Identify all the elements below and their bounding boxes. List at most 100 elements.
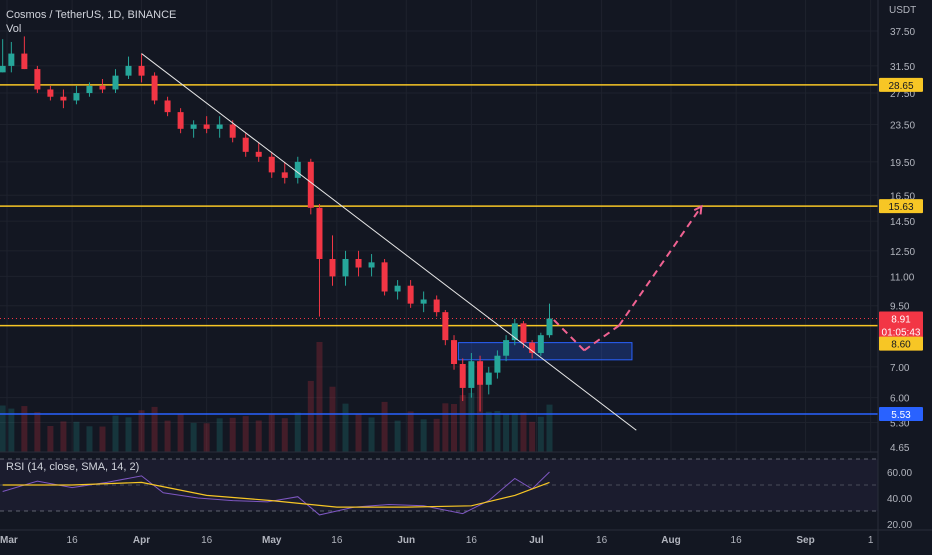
time-tick-label: Aug xyxy=(661,535,680,546)
candle-body xyxy=(268,156,275,173)
volume-bar xyxy=(138,410,145,452)
candle-body xyxy=(546,318,553,336)
candle-body xyxy=(125,65,132,76)
candle-body xyxy=(394,285,401,292)
volume-bar xyxy=(164,420,171,452)
projection-arrowhead xyxy=(693,204,703,215)
level-label-resistance-high: 28.65 xyxy=(888,81,913,92)
time-tick-label: Sep xyxy=(796,535,814,546)
time-tick-label: 16 xyxy=(731,535,743,546)
candle-body xyxy=(112,75,119,90)
price-tick-label: 6.00 xyxy=(890,394,910,405)
level-label-support-bg xyxy=(879,336,923,351)
level-label-support: 8.60 xyxy=(891,340,911,351)
volume-bar xyxy=(442,403,449,452)
demand-zone-box xyxy=(457,342,633,361)
time-tick-label: Jun xyxy=(397,535,415,546)
price-tick-label: 12.50 xyxy=(890,247,915,258)
rsi-tick-label: 60.00 xyxy=(887,468,912,479)
rsi-legend[interactable]: RSI (14, close, SMA, 14, 2) xyxy=(6,461,139,473)
candle-body xyxy=(451,340,458,364)
candle-body xyxy=(138,65,145,76)
candle-body xyxy=(151,75,158,101)
price-tick-label: 37.50 xyxy=(890,27,915,38)
volume-bar xyxy=(451,404,458,452)
candle-body xyxy=(281,172,288,178)
volume-legend[interactable]: Vol xyxy=(6,23,21,35)
rsi-sma-line xyxy=(2,481,550,508)
price-labels: 28.65 15.63 8.91 01:05:438.60 5.53 xyxy=(879,77,923,421)
volume-bar xyxy=(503,413,510,452)
price-tick-label: 4.65 xyxy=(890,443,910,454)
volume-bar xyxy=(494,410,501,452)
candle-body xyxy=(177,112,184,129)
price-tick-label: 27.50 xyxy=(890,89,915,100)
candle-body xyxy=(86,85,93,94)
volume-bar xyxy=(468,392,475,452)
rsi-tick-label: 40.00 xyxy=(887,494,912,505)
rsi-lines xyxy=(2,471,550,516)
candle-body xyxy=(468,361,475,388)
candle-body xyxy=(511,323,518,341)
candle-body xyxy=(494,355,501,373)
volume-bars xyxy=(0,342,553,452)
candle-body xyxy=(537,335,544,354)
volume-bar xyxy=(21,406,28,452)
price-tick-label: 5.30 xyxy=(890,418,910,429)
level-label-resistance-high-bg xyxy=(879,77,923,92)
candle-body xyxy=(477,361,484,385)
volume-bar xyxy=(203,423,210,452)
time-axis[interactable]: Mar 16 Apr 16 May 16 Jun 16 Jul 16 Aug 16 Sep 1 xyxy=(0,535,874,546)
rsi-line xyxy=(2,471,550,516)
current-price-tag-bg xyxy=(879,311,923,340)
candle-body xyxy=(459,363,466,388)
price-tick-label: 23.50 xyxy=(890,121,915,132)
time-tick-label: 16 xyxy=(67,535,79,546)
candle-body xyxy=(203,124,210,129)
volume-bar xyxy=(368,417,375,452)
price-scale[interactable]: 37.50 31.50 27.50 23.50 19.50 16.50 14.50 12.50… xyxy=(890,27,915,454)
volume-bar xyxy=(329,386,336,452)
time-tick-label: 16 xyxy=(466,535,478,546)
volume-bar xyxy=(381,401,388,452)
volume-bar xyxy=(73,421,80,452)
projection-path[interactable] xyxy=(553,204,703,352)
candle-body xyxy=(21,53,28,70)
projection-segment xyxy=(618,205,703,327)
candle-body xyxy=(190,124,197,129)
price-tick-label: 14.50 xyxy=(890,217,915,228)
candle-body xyxy=(34,69,41,90)
time-tick-label: Apr xyxy=(133,535,150,546)
volume-bar xyxy=(355,413,362,452)
volume-bar xyxy=(420,419,427,452)
horizontal-levels[interactable] xyxy=(0,84,878,415)
volume-bar xyxy=(242,416,249,452)
volume-bar xyxy=(281,418,288,452)
time-tick-label: 16 xyxy=(201,535,213,546)
candle-body xyxy=(529,342,536,354)
volume-bar xyxy=(477,380,484,452)
symbol-title[interactable]: Cosmos / TetherUS, 1D, BINANCE xyxy=(6,9,176,21)
time-tick-label: 1 xyxy=(868,535,874,546)
demand-zone[interactable] xyxy=(457,342,633,361)
volume-bar xyxy=(546,404,553,452)
trendline[interactable] xyxy=(141,53,637,431)
candle-body xyxy=(381,262,388,292)
time-tick-label: Mar xyxy=(0,535,18,546)
candle-body xyxy=(242,137,249,152)
candle-body xyxy=(294,161,301,178)
volume-bar xyxy=(99,426,106,452)
candle-body xyxy=(407,285,414,304)
volume-bar xyxy=(8,408,15,452)
candle-body xyxy=(229,124,236,138)
volume-bar xyxy=(60,421,67,452)
volume-bar xyxy=(520,412,527,452)
price-tick-label: 31.50 xyxy=(890,62,915,73)
volume-bar xyxy=(86,426,93,452)
candle-body xyxy=(0,65,6,73)
price-tick-label: 19.50 xyxy=(890,158,915,169)
rsi-scale[interactable]: 60.00 40.00 20.00 xyxy=(887,468,912,531)
volume-bar xyxy=(342,403,349,452)
candle-body xyxy=(520,323,527,343)
